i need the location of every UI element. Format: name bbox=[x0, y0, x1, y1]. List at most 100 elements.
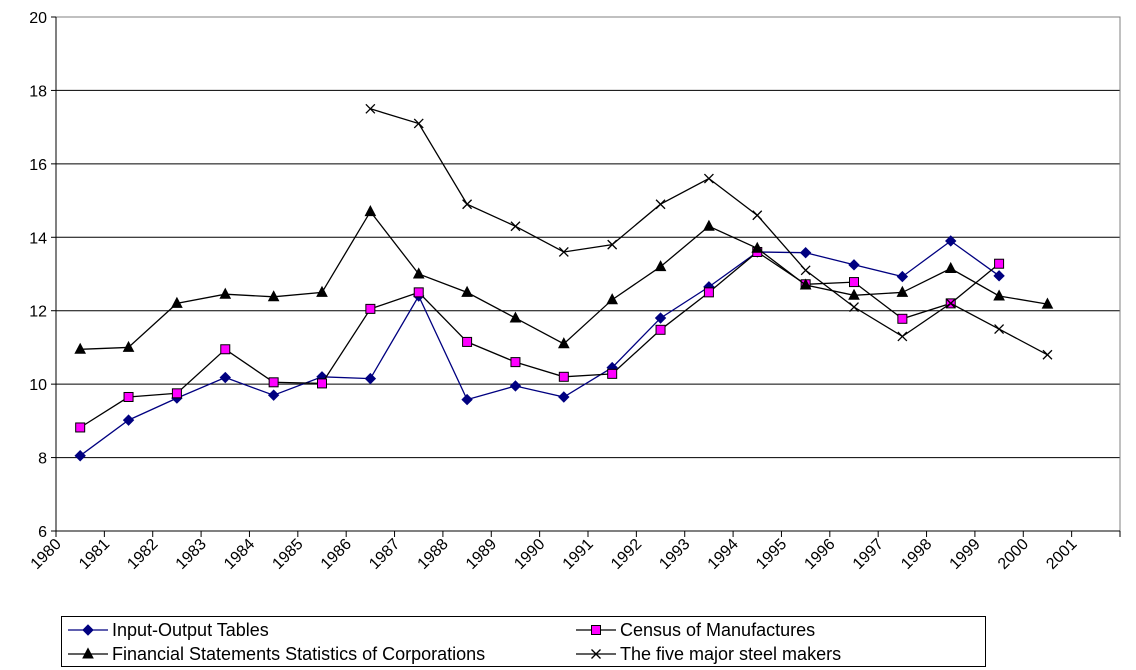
data-point-x bbox=[1042, 349, 1053, 360]
data-point-triangle bbox=[267, 290, 280, 302]
x-tick-label: 1982 bbox=[124, 536, 161, 573]
y-tick-label: 16 bbox=[29, 157, 47, 174]
data-point-x bbox=[655, 199, 666, 210]
data-point-x bbox=[510, 221, 521, 232]
data-point-square bbox=[317, 378, 327, 389]
legend: Input-Output Tables Census of Manufactur… bbox=[61, 616, 986, 667]
data-point-diamond bbox=[896, 270, 909, 283]
data-point-x bbox=[945, 298, 956, 309]
data-point-triangle bbox=[703, 219, 715, 231]
data-point-triangle bbox=[1041, 297, 1054, 309]
data-point-square bbox=[413, 287, 424, 298]
data-point-x bbox=[897, 331, 908, 342]
series-line bbox=[370, 108, 1048, 356]
data-point-x bbox=[462, 199, 473, 210]
data-point-triangle bbox=[82, 647, 94, 659]
data-point-diamond bbox=[219, 371, 231, 384]
series-0 bbox=[74, 235, 1005, 462]
data-point-x bbox=[752, 210, 763, 221]
data-point-triangle bbox=[364, 205, 377, 217]
data-point-diamond bbox=[799, 246, 812, 259]
x-tick-label: 1989 bbox=[463, 536, 500, 573]
y-tick-label: 12 bbox=[29, 304, 47, 321]
data-point-square bbox=[703, 287, 714, 298]
series bbox=[74, 103, 1054, 462]
series-line bbox=[79, 240, 1000, 457]
data-point-square bbox=[655, 324, 666, 335]
y-tick-label: 10 bbox=[29, 377, 47, 394]
series-line bbox=[79, 251, 1000, 429]
legend-swatch-input-output bbox=[68, 624, 108, 636]
x-tick-label: 1996 bbox=[801, 536, 838, 573]
data-point-x bbox=[607, 239, 618, 250]
y-tick-label: 20 bbox=[29, 10, 47, 27]
series-2 bbox=[74, 205, 1054, 354]
data-point-triangle bbox=[799, 278, 812, 290]
x-tick-label: 1995 bbox=[753, 536, 790, 573]
x-tick-label: 1985 bbox=[269, 536, 306, 573]
x-tick-label: 1980 bbox=[28, 536, 65, 573]
x-tick-label: 2000 bbox=[995, 536, 1032, 573]
data-point-square bbox=[849, 277, 859, 288]
data-point-triangle bbox=[751, 241, 764, 253]
legend-item-steel-makers: The five major steel makers bbox=[574, 642, 841, 666]
data-point-diamond bbox=[461, 393, 473, 406]
y-tick-label: 14 bbox=[29, 230, 47, 247]
x-tick-label: 1984 bbox=[221, 536, 258, 573]
legend-swatch-steel-makers bbox=[576, 649, 616, 659]
data-point-square bbox=[462, 336, 473, 347]
data-point-square bbox=[123, 391, 134, 402]
line-chart: 6 8 10 12 14 16 18 20 1980 1981 1982 1983 1984 1985 19… bbox=[28, 10, 1121, 573]
data-point-diamond bbox=[558, 391, 570, 403]
data-point-diamond bbox=[945, 235, 957, 247]
data-point-square bbox=[365, 303, 376, 314]
legend-label-input-output: Input-Output Tables bbox=[112, 619, 269, 640]
data-point-triangle bbox=[74, 342, 87, 354]
x-tick-label: 1983 bbox=[173, 536, 210, 573]
x-tick-label: 2001 bbox=[1043, 536, 1080, 573]
data-point-diamond bbox=[122, 414, 135, 426]
data-point-square bbox=[994, 258, 1005, 269]
x-tick-label: 1988 bbox=[415, 536, 452, 573]
data-point-triangle bbox=[461, 285, 473, 297]
legend-label-census: Census of Manufactures bbox=[620, 619, 816, 640]
gridlines bbox=[56, 89, 1120, 459]
x-tick-label: 1986 bbox=[318, 536, 355, 573]
data-point-triangle bbox=[122, 340, 135, 352]
legend-label-steel-makers: The five major steel makers bbox=[620, 643, 842, 664]
y-tick-label: 18 bbox=[29, 83, 47, 100]
series-1 bbox=[75, 246, 1005, 433]
y-tick-label: 8 bbox=[38, 451, 47, 468]
data-point-diamond bbox=[993, 270, 1005, 282]
data-point-triangle bbox=[993, 289, 1005, 301]
data-point-x bbox=[800, 265, 811, 276]
data-point-square bbox=[510, 357, 521, 368]
data-point-triangle bbox=[171, 296, 183, 308]
legend-item-census: Census of Manufactures bbox=[574, 618, 815, 642]
data-point-diamond bbox=[848, 259, 860, 271]
x-tick-label: 1990 bbox=[511, 536, 548, 573]
data-point-square bbox=[607, 368, 618, 379]
data-point-triangle bbox=[219, 287, 232, 299]
data-point-square bbox=[220, 344, 231, 355]
legend-item-financial-statements: Financial Statements Statistics of Corpo… bbox=[66, 642, 485, 666]
data-point-triangle bbox=[654, 260, 667, 272]
x-tick-label: 1997 bbox=[850, 536, 887, 573]
data-point-diamond bbox=[364, 372, 377, 385]
legend-label-financial-statements: Financial Statements Statistics of Corpo… bbox=[112, 643, 486, 664]
data-point-x bbox=[994, 324, 1005, 335]
data-point-triangle bbox=[509, 311, 522, 323]
legend-swatch-financial-statements bbox=[68, 647, 108, 659]
series-3 bbox=[365, 103, 1053, 360]
data-point-x bbox=[413, 118, 424, 129]
data-point-diamond bbox=[82, 624, 94, 636]
data-point-x bbox=[591, 649, 601, 659]
x-tick-label: 1993 bbox=[656, 536, 693, 573]
x-tick-label: 1998 bbox=[898, 536, 935, 573]
data-point-x bbox=[849, 302, 859, 313]
legend-item-input-output: Input-Output Tables bbox=[66, 618, 269, 642]
x-tick-label: 1994 bbox=[705, 536, 742, 573]
x-tick-label: 1981 bbox=[76, 536, 113, 573]
data-point-square bbox=[558, 371, 569, 382]
data-point-square bbox=[591, 625, 601, 635]
